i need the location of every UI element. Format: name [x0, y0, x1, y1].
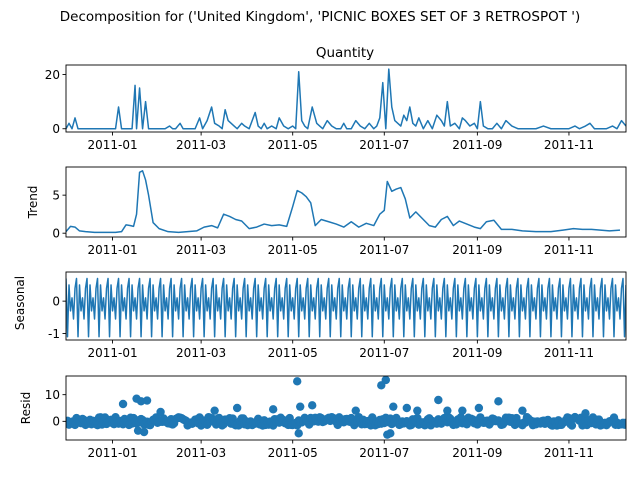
resid-point	[474, 403, 484, 413]
resid-point	[621, 418, 626, 427]
resid-point	[156, 407, 165, 417]
resid-point	[268, 405, 278, 414]
x-tick-label: 2011-05	[268, 138, 318, 152]
x-tick-label: 2011-09	[452, 446, 502, 460]
x-tick-label: 2011-09	[452, 346, 502, 360]
y-tick-label: 0	[52, 122, 60, 136]
resid-point	[285, 413, 294, 423]
resid-point	[351, 406, 360, 415]
x-tick-label: 2011-01	[87, 346, 137, 360]
x-tick-label: 2011-11	[544, 138, 594, 152]
x-tick-label: 2011-03	[176, 346, 226, 360]
resid-point	[296, 402, 305, 411]
axes-frame	[65, 166, 627, 238]
resid-point	[232, 403, 242, 413]
x-tick-label: 2011-01	[87, 138, 137, 152]
y-tick-label: -1	[48, 327, 60, 341]
resid-point	[142, 396, 152, 405]
resid-point	[308, 401, 317, 410]
resid-point	[386, 429, 395, 438]
x-tick-label: 2011-11	[544, 346, 594, 360]
resid-point	[293, 377, 302, 386]
ylabel-seasonal: Seasonal	[13, 276, 27, 330]
resid-point	[294, 429, 303, 438]
x-tick-label: 2011-01	[87, 446, 137, 460]
resid-point	[389, 402, 398, 411]
panel-title-quantity: Quantity	[316, 45, 374, 61]
ylabel-trend: Trend	[26, 186, 40, 220]
series-line	[66, 68, 626, 130]
resid-point	[434, 395, 443, 405]
x-tick-label: 2011-01	[87, 243, 137, 257]
y-tick-label: 0	[52, 294, 60, 308]
axes-frame	[65, 64, 627, 133]
resid-point	[458, 406, 467, 415]
x-tick-label: 2011-09	[452, 138, 502, 152]
resid-point	[210, 406, 219, 415]
x-tick-label: 2011-11	[544, 446, 594, 460]
y-tick-label: 0	[52, 415, 60, 429]
x-tick-label: 2011-07	[359, 243, 409, 257]
x-tick-label: 2011-05	[268, 446, 318, 460]
ylabel-resid: Resid	[19, 392, 33, 424]
resid-point	[139, 427, 149, 437]
axes-frame	[65, 375, 627, 441]
series-line	[66, 170, 621, 234]
y-tick-label: 0	[52, 226, 60, 240]
figure-suptitle: Decomposition for ('United Kingdom', 'PI…	[60, 9, 580, 25]
x-tick-label: 2011-11	[544, 243, 594, 257]
x-tick-label: 2011-07	[359, 138, 409, 152]
x-tick-label: 2011-09	[452, 243, 502, 257]
resid-point	[402, 403, 412, 413]
panel-trend: Trend 0 5 2011-01 2011-03 2011-05 2011-07 2011…	[26, 166, 627, 257]
resid-point	[581, 409, 590, 418]
resid-point	[518, 406, 527, 415]
x-tick-label: 2011-03	[176, 243, 226, 257]
x-tick-label: 2011-05	[268, 346, 318, 360]
y-tick-label: 10	[45, 388, 60, 402]
axes-frame	[65, 271, 627, 341]
x-tick-label: 2011-07	[359, 446, 409, 460]
resid-point	[443, 406, 452, 415]
resid-point	[413, 406, 422, 415]
panel-quantity: Quantity 0 20 2011-01 2011-03 2011-05 2011-07…	[45, 45, 627, 152]
y-tick-label: 5	[52, 188, 60, 202]
resid-point	[494, 397, 503, 406]
resid-point	[381, 376, 390, 385]
resid-point	[118, 399, 128, 409]
x-tick-label: 2011-03	[176, 138, 226, 152]
y-tick-label: 20	[45, 68, 60, 82]
x-tick-label: 2011-05	[268, 243, 318, 257]
series-line	[66, 277, 626, 338]
panel-resid: Resid 0 10 2011-01 2011-03 2011-05 2011-07 201…	[19, 375, 627, 460]
x-tick-label: 2011-03	[176, 446, 226, 460]
resid-point	[567, 421, 577, 430]
panel-seasonal: Seasonal -1 0 2011-01 2011-03 2011-05 2011-07…	[13, 271, 627, 360]
x-tick-label: 2011-07	[359, 346, 409, 360]
